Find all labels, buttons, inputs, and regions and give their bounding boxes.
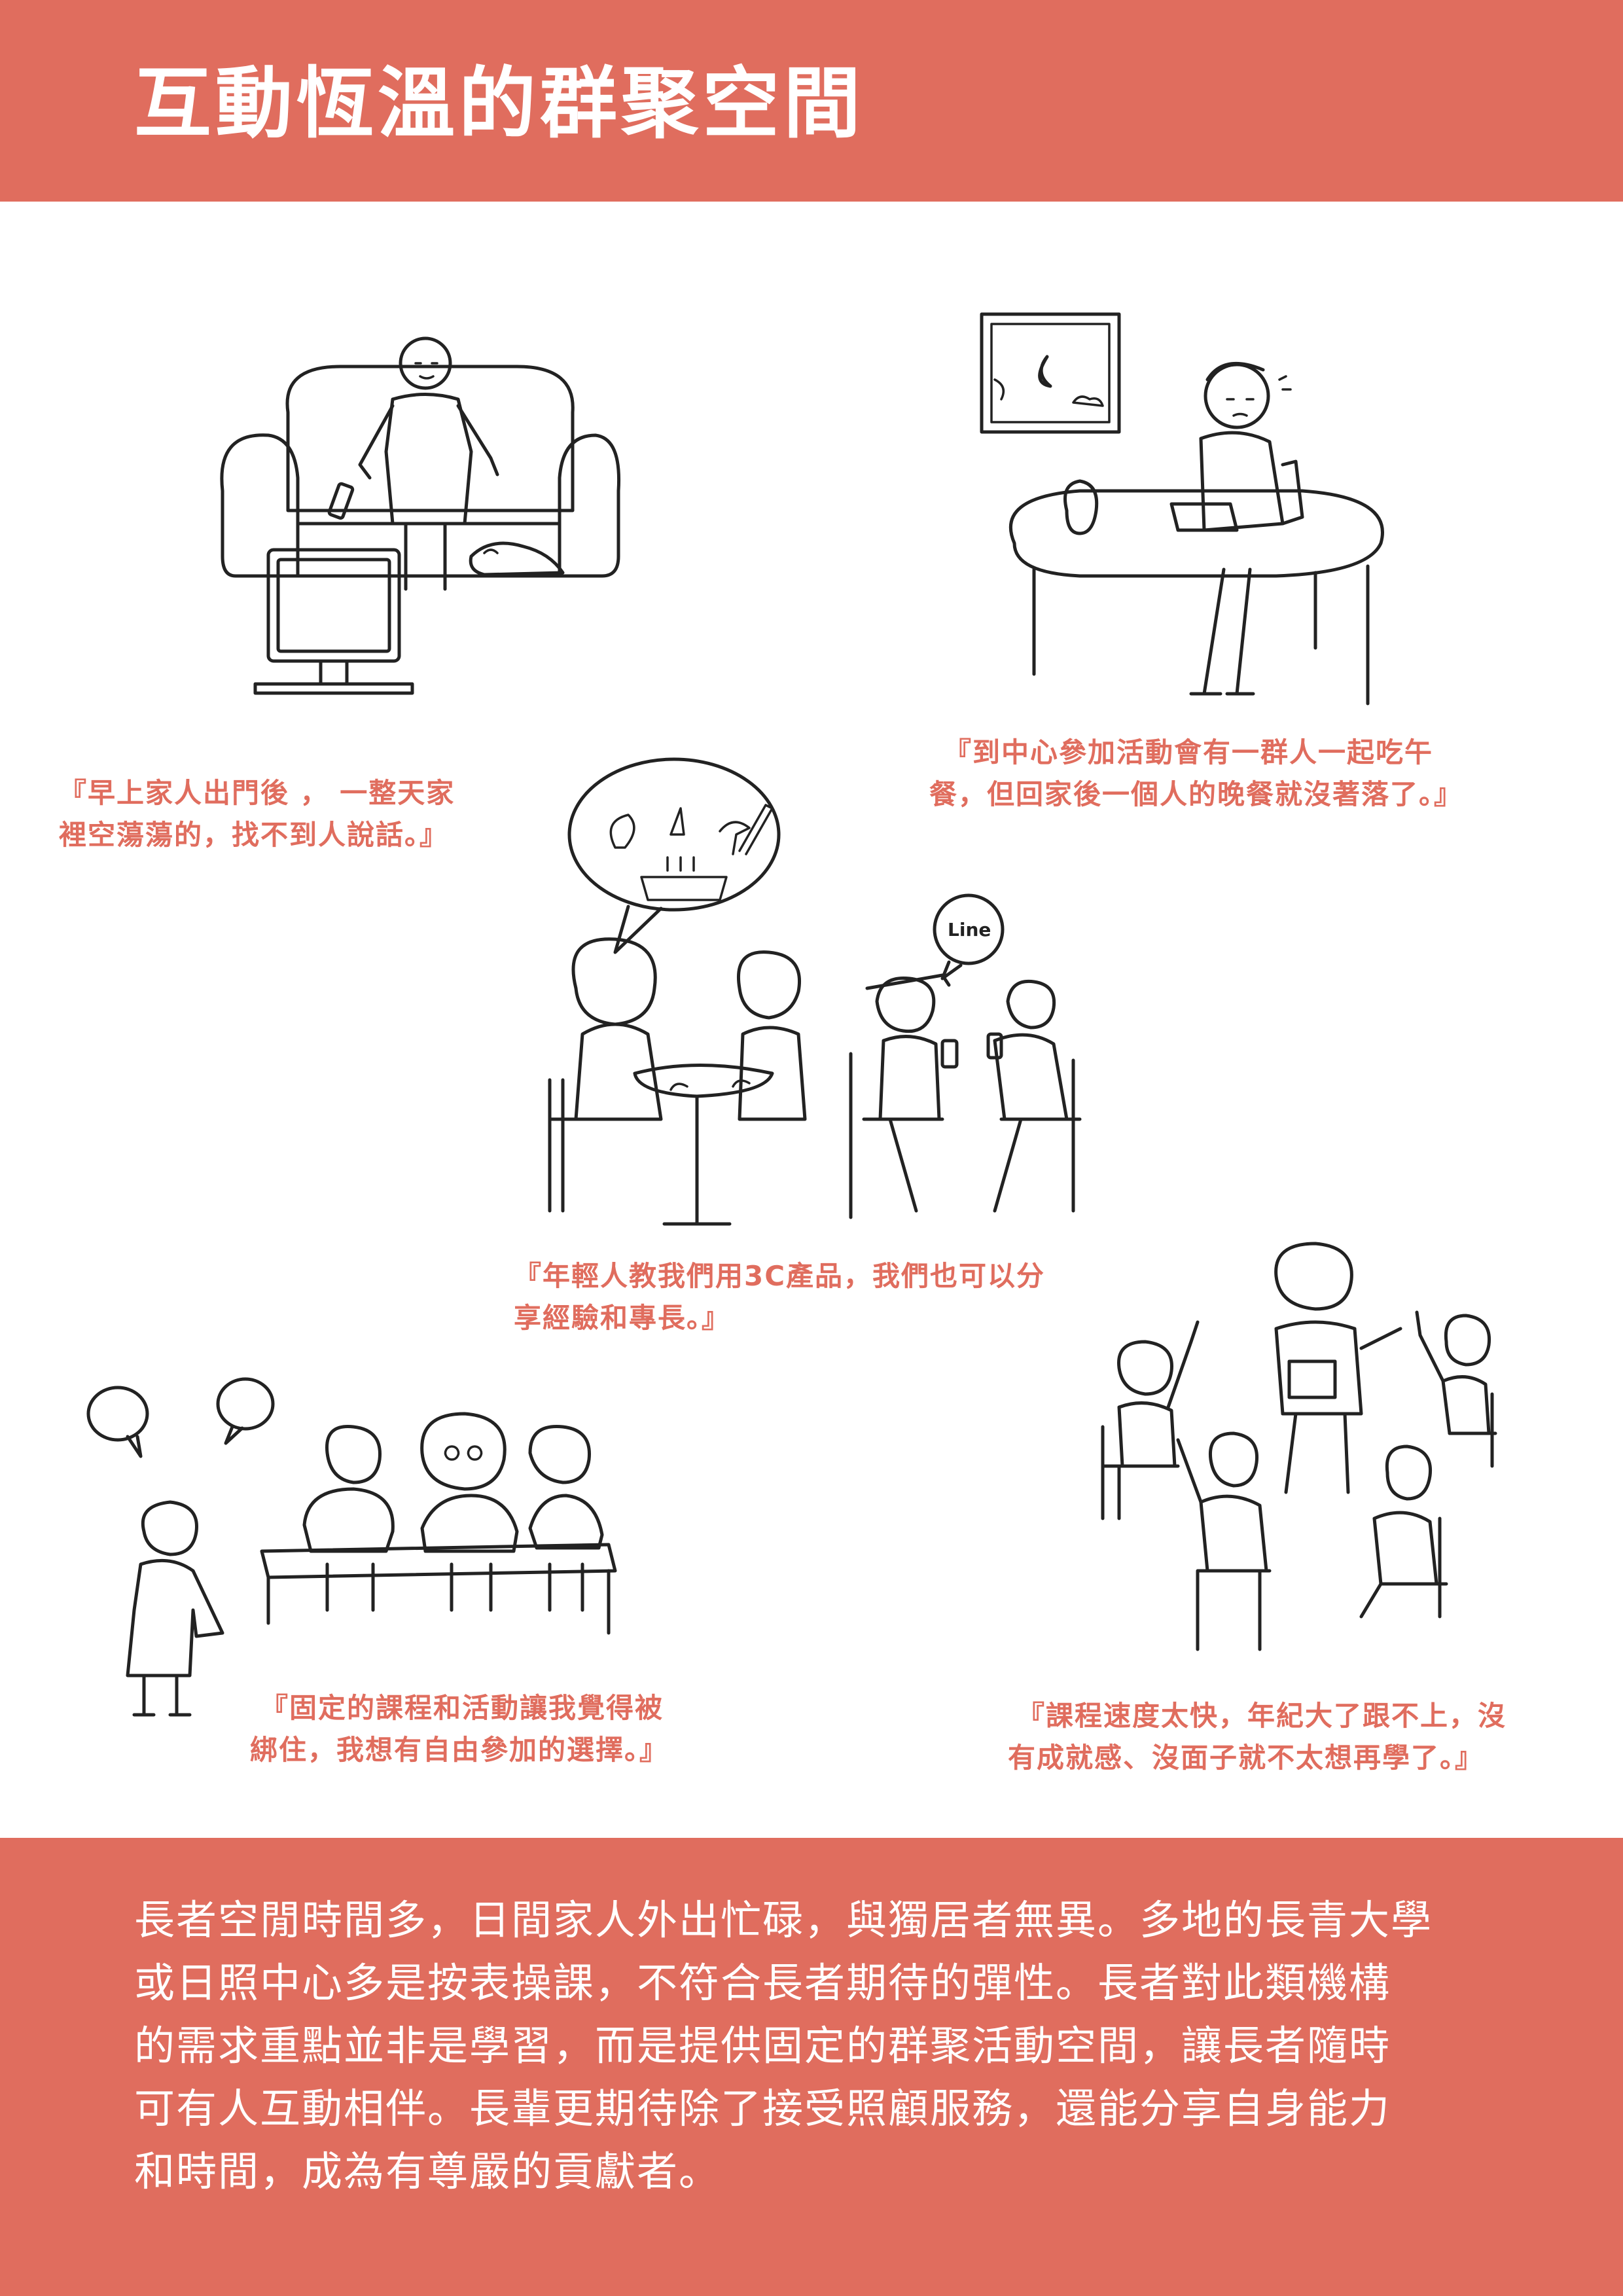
summary-line: 或日照中心多是按表操課，不符合長者期待的彈性。長者對此類機構 — [134, 1959, 1391, 2007]
header-band: 互動恆溫的群聚空間 — [0, 0, 1623, 202]
footer-band — [0, 1838, 1623, 2296]
caption-line: 餐，但回家後一個人的晚餐就沒著落了。』 — [929, 778, 1463, 810]
summary-line: 可有人互動相伴。長輩更期待除了接受照顧服務，還能分享自身能力 — [134, 2085, 1391, 2132]
caption-share-skills: 『年輕人教我們用3C產品，我們也可以分 享經驗和專長。』 — [514, 1255, 1045, 1339]
illustration-group-pace — [1093, 1242, 1518, 1662]
caption-course-pace: 『課程速度太快，年紀大了跟不上，沒 有成就感、沒面子就不太想再學了。』 — [1008, 1695, 1507, 1779]
illustration-dinner-alone — [975, 308, 1420, 713]
caption-line: 有成就感、沒面子就不太想再學了。』 — [1008, 1742, 1484, 1774]
summary-line: 長者空閒時間多，日間家人外出忙碌，與獨居者無異。多地的長青大學 — [134, 1896, 1433, 1944]
caption-line: 『到中心參加活動會有一群人一起吃午 — [944, 736, 1434, 768]
illustration-sofa-alone — [209, 327, 628, 695]
caption-line: 享經驗和專長。』 — [514, 1302, 731, 1334]
caption-line: 『年輕人教我們用3C產品，我們也可以分 — [514, 1260, 1046, 1292]
caption-empty-home: 『早上家人出門後 ， 一整天家 裡空蕩蕩的，找不到人說話。』 — [59, 772, 455, 856]
caption-line: 『固定的課程和活動讓我覺得被 — [260, 1692, 664, 1724]
summary-line: 的需求重點並非是學習，而是提供固定的群聚活動空間，讓長者隨時 — [134, 2022, 1391, 2070]
summary-paragraph: 長者空閒時間多，日間家人外出忙碌，與獨居者無異。多地的長青大學 或日照中心多是按… — [134, 1889, 1508, 2203]
summary-line: 和時間，成為有尊嚴的貢獻者。 — [134, 2147, 721, 2195]
caption-line: 『早上家人出門後 ， 一整天家 — [59, 777, 455, 809]
caption-line: 裡空蕩蕩的，找不到人說話。』 — [59, 819, 449, 851]
caption-free-choice: 『固定的課程和活動讓我覺得被 綁住，我想有自由參加的選擇。』 — [250, 1687, 668, 1771]
caption-line: 綁住，我想有自由參加的選擇。』 — [250, 1734, 669, 1766]
caption-line: 『課程速度太快，年紀大了跟不上，沒 — [1017, 1700, 1507, 1732]
illustration-fixed-class — [79, 1374, 628, 1741]
line-bubble-text: Line — [948, 919, 991, 941]
caption-lunch-together: 『到中心參加活動會有一群人一起吃午 餐，但回家後一個人的晚餐就沒著落了。』 — [929, 732, 1463, 816]
illustration-sharing-groups: Line — [524, 753, 1126, 1237]
page-title: 互動恆溫的群聚空間 — [134, 58, 865, 149]
